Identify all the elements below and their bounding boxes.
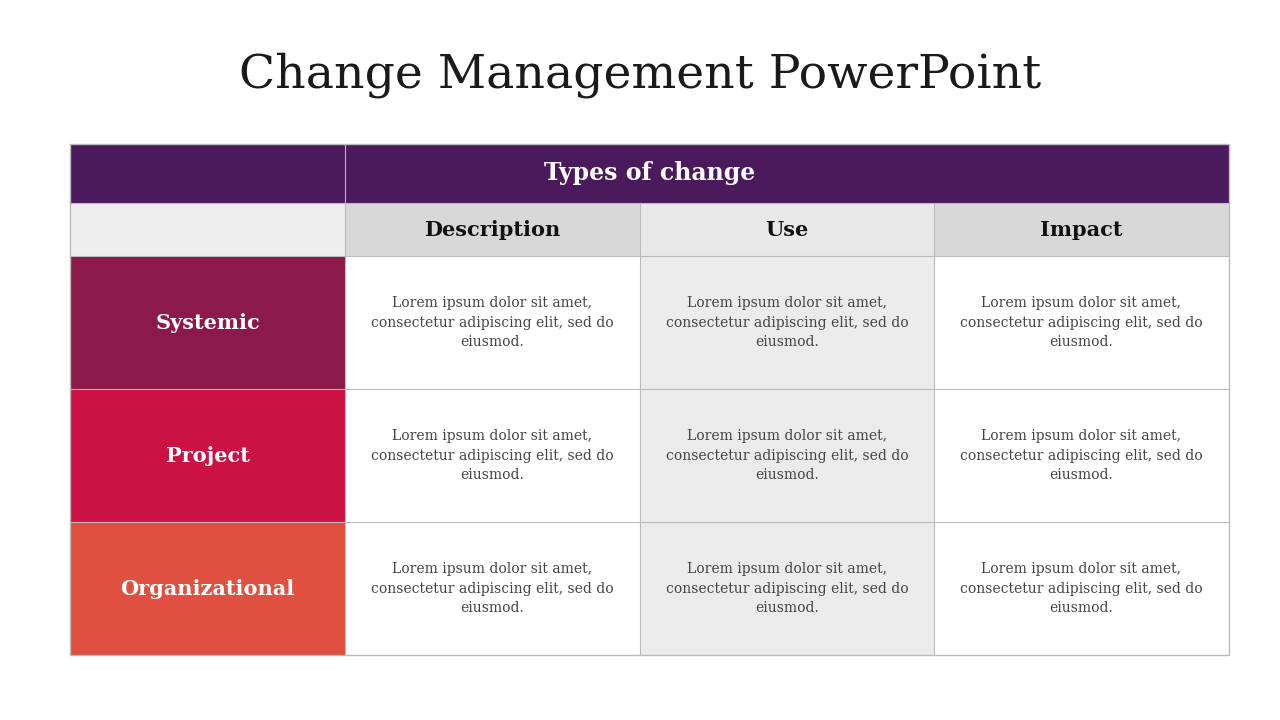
Text: Lorem ipsum dolor sit amet,
consectetur adipiscing elit, sed do
eiusmod.: Lorem ipsum dolor sit amet, consectetur …: [371, 562, 613, 616]
Bar: [640, 522, 934, 655]
Bar: [70, 256, 344, 390]
Text: Impact: Impact: [1041, 220, 1123, 240]
Text: Organizational: Organizational: [120, 579, 294, 599]
Text: Use: Use: [765, 220, 809, 240]
Text: Lorem ipsum dolor sit amet,
consectetur adipiscing elit, sed do
eiusmod.: Lorem ipsum dolor sit amet, consectetur …: [666, 562, 909, 616]
Text: Lorem ipsum dolor sit amet,
consectetur adipiscing elit, sed do
eiusmod.: Lorem ipsum dolor sit amet, consectetur …: [371, 429, 613, 482]
Bar: [640, 390, 934, 522]
Bar: [934, 390, 1229, 522]
Text: Lorem ipsum dolor sit amet,
consectetur adipiscing elit, sed do
eiusmod.: Lorem ipsum dolor sit amet, consectetur …: [371, 297, 613, 349]
Bar: [934, 522, 1229, 655]
Bar: [70, 390, 344, 522]
Text: Lorem ipsum dolor sit amet,
consectetur adipiscing elit, sed do
eiusmod.: Lorem ipsum dolor sit amet, consectetur …: [960, 297, 1203, 349]
Bar: [934, 256, 1229, 390]
Bar: [70, 522, 344, 655]
Bar: [70, 144, 1229, 203]
Bar: [344, 256, 640, 390]
Text: Systemic: Systemic: [155, 313, 260, 333]
Bar: [70, 144, 1229, 655]
Text: Lorem ipsum dolor sit amet,
consectetur adipiscing elit, sed do
eiusmod.: Lorem ipsum dolor sit amet, consectetur …: [666, 429, 909, 482]
Bar: [640, 256, 934, 390]
Text: Lorem ipsum dolor sit amet,
consectetur adipiscing elit, sed do
eiusmod.: Lorem ipsum dolor sit amet, consectetur …: [666, 297, 909, 349]
Bar: [70, 203, 344, 256]
Bar: [344, 203, 640, 256]
Text: Project: Project: [165, 446, 250, 466]
Text: Lorem ipsum dolor sit amet,
consectetur adipiscing elit, sed do
eiusmod.: Lorem ipsum dolor sit amet, consectetur …: [960, 429, 1203, 482]
Bar: [640, 203, 934, 256]
Text: Description: Description: [424, 220, 561, 240]
Text: Lorem ipsum dolor sit amet,
consectetur adipiscing elit, sed do
eiusmod.: Lorem ipsum dolor sit amet, consectetur …: [960, 562, 1203, 616]
Bar: [344, 522, 640, 655]
Bar: [344, 390, 640, 522]
Text: Change Management PowerPoint: Change Management PowerPoint: [239, 53, 1041, 99]
Text: Types of change: Types of change: [544, 161, 755, 185]
Bar: [934, 203, 1229, 256]
